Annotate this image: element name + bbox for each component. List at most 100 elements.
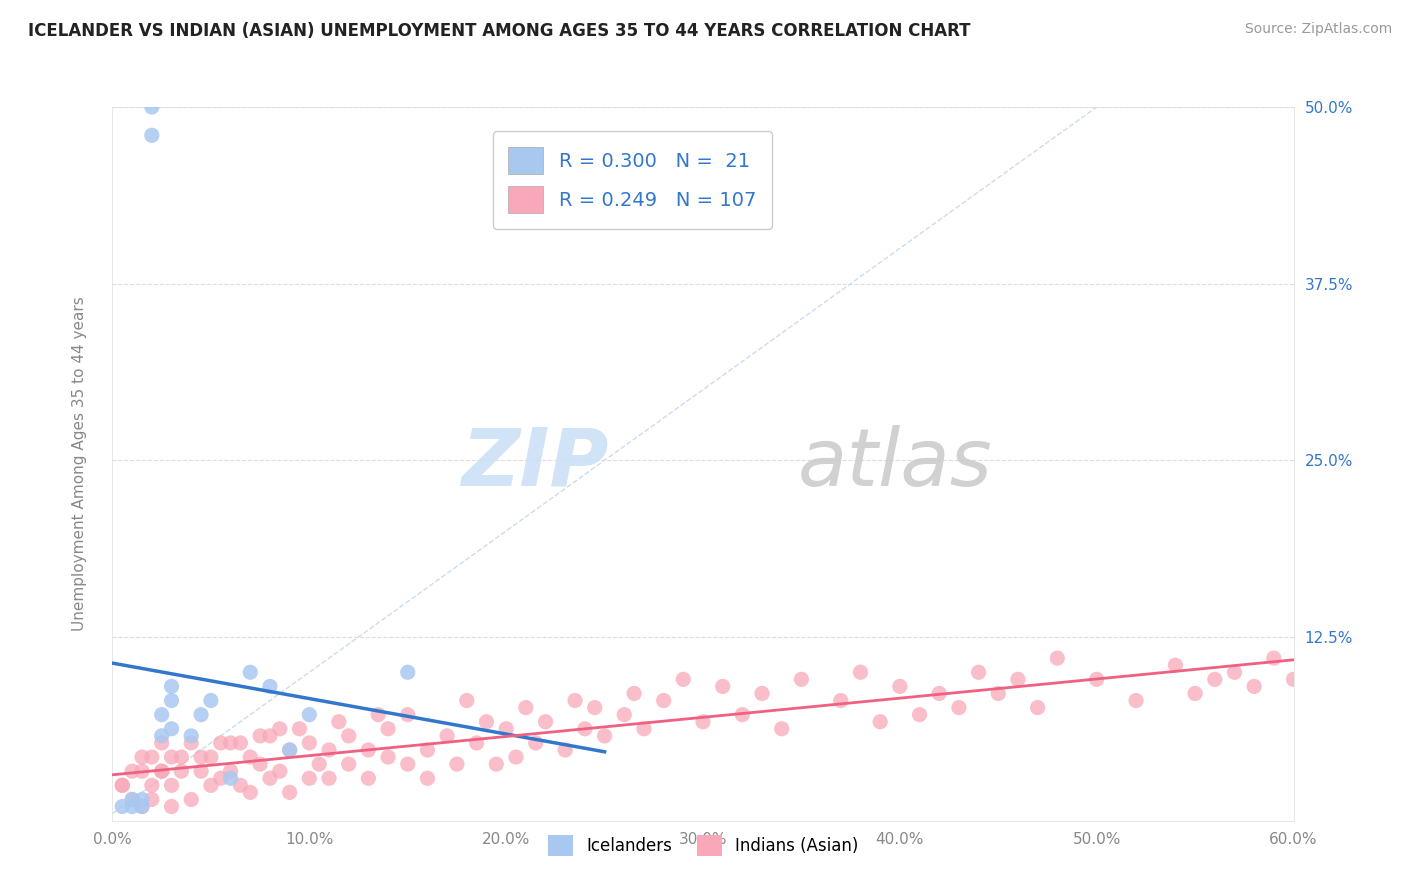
Point [209,736,232,750]
Point [396,757,419,772]
Point [121,792,143,806]
Point [209,771,232,785]
Point [278,785,301,799]
Point [259,771,281,785]
Text: ZIP: ZIP [461,425,609,503]
Point [150,764,173,779]
Point [377,750,399,764]
Point [672,673,695,687]
Point [987,686,1010,700]
Point [869,714,891,729]
Point [416,743,439,757]
Point [475,714,498,729]
Point [229,736,252,750]
Point [524,736,547,750]
Point [1007,673,1029,687]
Point [298,707,321,722]
Point [111,799,134,814]
Point [967,665,990,680]
Point [337,729,360,743]
Point [131,799,153,814]
Point [416,771,439,785]
Point [180,729,202,743]
Point [131,792,153,806]
Point [1085,673,1108,687]
Point [751,686,773,700]
Point [278,743,301,757]
Point [711,680,734,694]
Point [534,714,557,729]
Point [908,707,931,722]
Point [111,778,134,792]
Point [770,722,793,736]
Point [436,729,458,743]
Point [160,750,183,764]
Point [298,771,321,785]
Point [505,750,527,764]
Point [150,707,173,722]
Point [465,736,488,750]
Point [141,792,163,806]
Point [396,707,419,722]
Point [121,799,143,814]
Point [229,778,252,792]
Point [1263,651,1285,665]
Point [1184,686,1206,700]
Point [200,750,222,764]
Point [731,707,754,722]
Point [1046,651,1069,665]
Point [298,736,321,750]
Point [141,750,163,764]
Point [111,778,134,792]
Point [928,686,950,700]
Legend: Icelanders, Indians (Asian): Icelanders, Indians (Asian) [541,829,865,863]
Text: ICELANDER VS INDIAN (ASIAN) UNEMPLOYMENT AMONG AGES 35 TO 44 YEARS CORRELATION C: ICELANDER VS INDIAN (ASIAN) UNEMPLOYMENT… [28,22,970,40]
Point [633,722,655,736]
Point [446,757,468,772]
Point [150,736,173,750]
Point [160,722,183,736]
Point [259,729,281,743]
Point [160,778,183,792]
Point [239,750,262,764]
Point [150,764,173,779]
Point [239,665,262,680]
Point [269,722,291,736]
Point [574,722,596,736]
Point [170,764,193,779]
Point [249,757,271,772]
Point [219,736,242,750]
Point [456,693,478,707]
Point [1243,680,1265,694]
Point [790,673,813,687]
Point [337,757,360,772]
Text: Source: ZipAtlas.com: Source: ZipAtlas.com [1244,22,1392,37]
Point [180,792,202,806]
Point [830,693,852,707]
Point [141,778,163,792]
Point [396,665,419,680]
Point [170,750,193,764]
Point [190,764,212,779]
Point [1223,665,1246,680]
Point [357,743,380,757]
Point [1204,673,1226,687]
Y-axis label: Unemployment Among Ages 35 to 44 years: Unemployment Among Ages 35 to 44 years [73,296,87,632]
Point [131,799,153,814]
Point [190,707,212,722]
Point [1125,693,1147,707]
Point [1026,700,1049,714]
Point [593,729,616,743]
Point [554,743,576,757]
Point [131,764,153,779]
Point [692,714,714,729]
Point [141,100,163,114]
Point [367,707,389,722]
Point [948,700,970,714]
Point [131,750,153,764]
Point [889,680,911,694]
Point [357,771,380,785]
Point [249,729,271,743]
Point [121,764,143,779]
Point [623,686,645,700]
